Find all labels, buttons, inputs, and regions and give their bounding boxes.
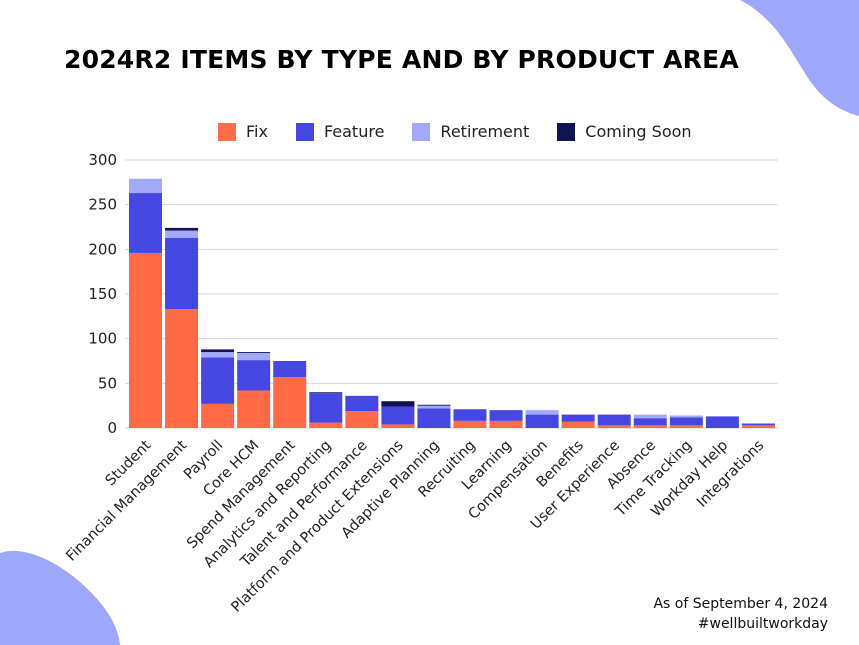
chart-title: 2024R2 ITEMS BY TYPE AND BY PRODUCT AREA xyxy=(64,45,739,74)
y-tick-label: 150 xyxy=(88,285,117,303)
bar-segment-fix xyxy=(453,420,487,428)
bar-segment-feature xyxy=(453,409,487,421)
y-tick-label: 0 xyxy=(107,419,117,437)
bar-segment-feature xyxy=(381,406,415,425)
bar-segment-feature xyxy=(597,414,631,426)
bar-segment-feature xyxy=(489,410,523,421)
as-of-date: As of September 4, 2024 xyxy=(653,596,828,612)
legend-label-fix: Fix xyxy=(246,122,268,141)
legend-item-feature: Feature xyxy=(295,122,385,141)
bar-segment-fix xyxy=(273,377,307,428)
bar-segment-fix xyxy=(345,411,379,428)
bar-segment-feature xyxy=(525,414,559,428)
bar-segment-coming-soon xyxy=(201,349,235,353)
legend-swatch-coming-soon xyxy=(557,122,576,141)
bar-segment-fix xyxy=(309,422,343,428)
y-tick-label: 50 xyxy=(98,374,117,392)
legend-label-retirement: Retirement xyxy=(440,122,530,141)
bar-segment-feature xyxy=(633,418,667,426)
bar-segment-fix xyxy=(561,421,595,428)
bar-segment-fix xyxy=(741,425,775,428)
legend-swatch-feature xyxy=(295,122,314,141)
bar-segment-feature xyxy=(273,361,307,378)
bar-segment-feature xyxy=(165,237,199,310)
bar-segment-retirement xyxy=(201,352,235,358)
bar-segment-fix xyxy=(237,390,271,428)
bar-segment-coming-soon xyxy=(237,352,271,353)
bar-segment-feature xyxy=(345,395,379,412)
bar-segment-retirement xyxy=(525,410,559,415)
legend-item-fix: Fix xyxy=(218,122,268,141)
bar-segment-coming-soon xyxy=(165,227,199,231)
bar-segment-fix xyxy=(597,425,631,428)
legend-item-retirement: Retirement xyxy=(412,122,529,141)
bar-segment-fix xyxy=(201,403,235,428)
bar-segment-coming-soon xyxy=(309,392,343,394)
legend-item-coming-soon: Coming Soon xyxy=(557,122,692,141)
bar-segment-retirement xyxy=(165,230,199,238)
legend-swatch-retirement xyxy=(412,122,431,141)
bar-segment-feature xyxy=(561,414,595,422)
hashtag: #wellbuiltworkday xyxy=(697,616,828,632)
bar-segment-fix xyxy=(633,425,667,428)
bar-segment-feature xyxy=(705,416,739,428)
bar-segment-retirement xyxy=(129,178,162,194)
bar-segment-fix xyxy=(165,309,199,428)
corner-blob-bottom-left xyxy=(0,550,120,645)
y-tick-label: 300 xyxy=(88,151,117,169)
bar-segment-retirement xyxy=(633,414,667,419)
bar-segment-feature xyxy=(669,417,703,426)
legend-swatch-fix xyxy=(218,122,236,141)
bar-segment-feature xyxy=(237,360,271,391)
bar-segment-feature xyxy=(309,393,343,423)
bar-segment-retirement xyxy=(417,405,451,409)
bar-segment-feature xyxy=(417,408,451,428)
legend-label-feature: Feature xyxy=(323,122,385,141)
bar-segment-feature xyxy=(741,423,775,426)
bar-segment-coming-soon xyxy=(381,401,415,407)
y-tick-label: 200 xyxy=(88,240,117,258)
bar-segment-feature xyxy=(129,193,162,253)
y-tick-label: 100 xyxy=(88,330,117,348)
bar-segment-fix xyxy=(129,252,162,428)
bar-segment-fix xyxy=(489,420,523,428)
bar-segment-fix xyxy=(381,424,415,428)
corner-blob-top-right xyxy=(740,0,859,116)
bar-segment-retirement xyxy=(237,352,271,361)
bar-segment-feature xyxy=(201,357,235,404)
chart-legend: Fix Feature Retirement Coming Soon xyxy=(218,122,720,141)
bar-segment-coming-soon xyxy=(417,404,451,406)
bar-segment-retirement xyxy=(669,415,703,418)
legend-label-coming-soon: Coming Soon xyxy=(585,122,692,141)
y-tick-label: 250 xyxy=(88,196,117,214)
bar-segment-fix xyxy=(669,425,703,428)
